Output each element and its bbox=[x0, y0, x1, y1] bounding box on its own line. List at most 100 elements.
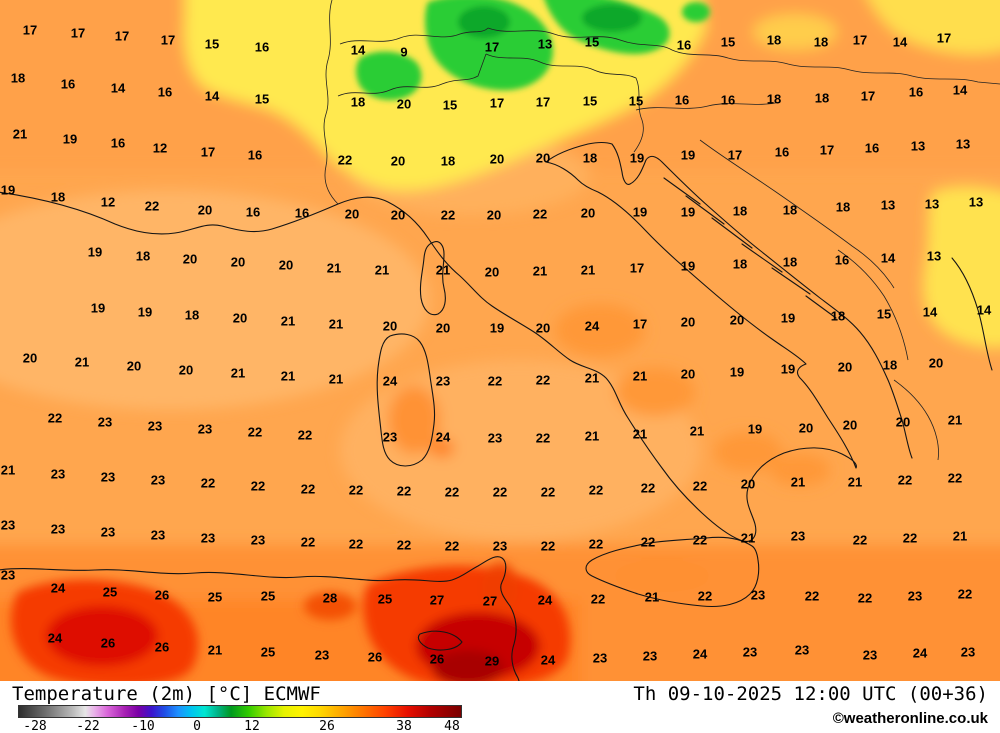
temperature-value: 16 bbox=[248, 148, 262, 163]
temperature-value: 17 bbox=[23, 23, 37, 38]
temperature-value: 23 bbox=[863, 648, 877, 663]
temperature-value: 25 bbox=[208, 590, 222, 605]
temperature-value: 23 bbox=[908, 589, 922, 604]
temperature-value: 22 bbox=[251, 479, 265, 494]
temperature-value: 21 bbox=[848, 475, 862, 490]
temperature-value: 20 bbox=[179, 363, 193, 378]
temperature-value: 19 bbox=[490, 321, 504, 336]
temperature-value: 18 bbox=[815, 91, 829, 106]
temperature-value: 20 bbox=[490, 152, 504, 167]
temperature-value: 19 bbox=[138, 305, 152, 320]
temperature-value: 18 bbox=[733, 257, 747, 272]
temperature-value: 25 bbox=[261, 645, 275, 660]
temperature-value: 18 bbox=[767, 92, 781, 107]
temperature-value: 21 bbox=[585, 371, 599, 386]
temperature-value: 23 bbox=[593, 651, 607, 666]
temperature-value: 24 bbox=[48, 631, 63, 646]
temperature-value: 16 bbox=[158, 85, 172, 100]
temperature-value: 24 bbox=[913, 646, 928, 661]
temperature-value: 23 bbox=[791, 529, 805, 544]
temperature-value: 22 bbox=[301, 482, 315, 497]
temperature-value: 28 bbox=[323, 591, 337, 606]
temperature-value: 20 bbox=[127, 359, 141, 374]
temperature-value: 15 bbox=[205, 37, 219, 52]
temperature-value: 26 bbox=[368, 650, 382, 665]
temperature-value: 23 bbox=[743, 645, 757, 660]
temperature-value: 17 bbox=[853, 33, 867, 48]
temperature-value: 27 bbox=[430, 593, 444, 608]
temperature-value: 16 bbox=[835, 253, 849, 268]
temperature-value: 23 bbox=[198, 422, 212, 437]
temperature-value: 16 bbox=[111, 136, 125, 151]
temperature-value: 23 bbox=[488, 431, 502, 446]
temperature-value: 21 bbox=[690, 424, 704, 439]
temperature-value: 12 bbox=[153, 141, 167, 156]
temperature-value: 23 bbox=[961, 645, 975, 660]
temperature-value: 13 bbox=[538, 37, 552, 52]
temperature-value: 14 bbox=[923, 305, 938, 320]
temperature-value: 23 bbox=[795, 643, 809, 658]
temperature-value: 22 bbox=[533, 207, 547, 222]
valid-datetime: Th 09-10-2025 12:00 UTC (00+36) bbox=[633, 683, 988, 705]
temperature-value: 13 bbox=[927, 249, 941, 264]
temperature-value: 19 bbox=[781, 311, 795, 326]
temperature-value: 19 bbox=[91, 301, 105, 316]
temperature-value: 18 bbox=[783, 203, 797, 218]
temperature-value: 22 bbox=[445, 485, 459, 500]
temperature-value: 22 bbox=[397, 484, 411, 499]
temperature-value: 12 bbox=[101, 195, 115, 210]
temperature-value: 17 bbox=[861, 89, 875, 104]
temperature-value: 21 bbox=[633, 427, 647, 442]
cold-green-patches bbox=[356, 0, 710, 100]
temperature-value: 23 bbox=[383, 430, 397, 445]
temperature-value: 17 bbox=[115, 29, 129, 44]
temperature-value: 18 bbox=[441, 154, 455, 169]
temperature-value: 18 bbox=[11, 71, 25, 86]
temperature-value: 23 bbox=[201, 531, 215, 546]
temperature-value: 15 bbox=[629, 94, 643, 109]
temperature-value: 19 bbox=[781, 362, 795, 377]
colorbar-ticks: -28 -22 -10 0 12 26 38 48 bbox=[0, 719, 1000, 733]
temperature-value: 16 bbox=[255, 40, 269, 55]
temperature-value: 20 bbox=[391, 208, 405, 223]
colorbar-tick-label: -10 bbox=[131, 719, 155, 733]
temperature-value: 14 bbox=[977, 303, 992, 318]
temperature-value: 19 bbox=[681, 148, 695, 163]
temperature-value: 19 bbox=[88, 245, 102, 260]
temperature-value: 17 bbox=[630, 261, 644, 276]
temperature-value: 22 bbox=[536, 373, 550, 388]
temperature-value: 22 bbox=[693, 479, 707, 494]
temperature-value: 20 bbox=[536, 151, 550, 166]
temperature-value: 13 bbox=[969, 195, 983, 210]
temperature-value: 18 bbox=[783, 255, 797, 270]
temperature-value: 23 bbox=[436, 374, 450, 389]
temperature-value: 16 bbox=[909, 85, 923, 100]
temperature-labels: 17 17 17 17 15 16 14 9 17 13 15 16 15 18 18 17 14 17 18 16 1… bbox=[1, 23, 992, 669]
temperature-value: 20 bbox=[536, 321, 550, 336]
temperature-value: 24 bbox=[383, 374, 398, 389]
temperature-value: 22 bbox=[698, 589, 712, 604]
temperature-value: 18 bbox=[836, 200, 850, 215]
temperature-value: 23 bbox=[148, 419, 162, 434]
temperature-value: 26 bbox=[430, 652, 444, 667]
temperature-value: 25 bbox=[261, 589, 275, 604]
temperature-value: 22 bbox=[589, 537, 603, 552]
temperature-value: 21 bbox=[75, 355, 89, 370]
temperature-value: 18 bbox=[831, 309, 845, 324]
temperature-value: 21 bbox=[329, 372, 343, 387]
temperature-value: 19 bbox=[63, 132, 77, 147]
temperature-value: 19 bbox=[1, 183, 15, 198]
temperature-value: 18 bbox=[733, 204, 747, 219]
colorbar-tick-label: 26 bbox=[319, 719, 335, 733]
temperature-value: 24 bbox=[693, 647, 708, 662]
temperature-value: 20 bbox=[681, 315, 695, 330]
temperature-value: 17 bbox=[536, 95, 550, 110]
temperature-value: 22 bbox=[589, 483, 603, 498]
temperature-value: 22 bbox=[591, 592, 605, 607]
temperature-value: 17 bbox=[71, 26, 85, 41]
temperature-value: 26 bbox=[155, 640, 169, 655]
temperature-value: 23 bbox=[151, 528, 165, 543]
temperature-value: 22 bbox=[349, 537, 363, 552]
temperature-value: 20 bbox=[487, 208, 501, 223]
